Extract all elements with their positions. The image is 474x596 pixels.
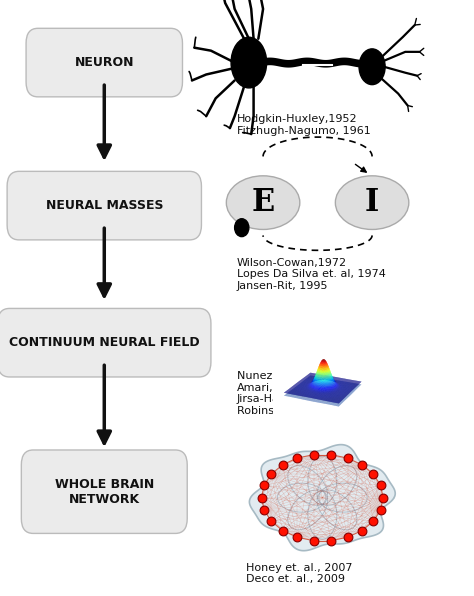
Point <box>370 516 377 526</box>
Point <box>258 493 265 502</box>
Point <box>310 450 318 460</box>
Point <box>358 460 366 470</box>
Text: WHOLE BRAIN
NETWORK: WHOLE BRAIN NETWORK <box>55 478 154 505</box>
Polygon shape <box>249 445 395 551</box>
Point <box>327 450 335 460</box>
Point <box>370 470 377 479</box>
Ellipse shape <box>359 49 385 85</box>
Text: E: E <box>251 187 275 218</box>
FancyBboxPatch shape <box>26 28 182 97</box>
FancyBboxPatch shape <box>0 309 211 377</box>
Point <box>260 480 268 490</box>
Ellipse shape <box>336 176 409 229</box>
FancyBboxPatch shape <box>21 450 187 533</box>
Point <box>279 526 286 535</box>
Text: Honey et. al., 2007
Deco et. al., 2009: Honey et. al., 2007 Deco et. al., 2009 <box>246 563 353 584</box>
Text: I: I <box>365 187 379 218</box>
Point <box>260 505 268 515</box>
Point <box>279 460 286 470</box>
Point <box>344 532 351 542</box>
Ellipse shape <box>231 37 266 88</box>
Point <box>293 454 301 463</box>
Text: NEURAL MASSES: NEURAL MASSES <box>46 199 163 212</box>
Ellipse shape <box>227 176 300 229</box>
Point <box>267 470 275 479</box>
Point <box>377 480 384 490</box>
Point <box>310 536 318 545</box>
Text: NEURON: NEURON <box>74 56 134 69</box>
Text: Nunez, 1974
Amari,1975
Jirsa-Haken, 1996
Robinson et. al, 1997: Nunez, 1974 Amari,1975 Jirsa-Haken, 1996… <box>237 371 355 416</box>
Point <box>344 454 351 463</box>
Point <box>358 526 366 535</box>
Text: Wilson-Cowan,1972
Lopes Da Silva et. al, 1974
Jansen-Rit, 1995: Wilson-Cowan,1972 Lopes Da Silva et. al,… <box>237 257 386 291</box>
Circle shape <box>235 219 249 237</box>
Point <box>267 516 275 526</box>
Point <box>327 536 335 545</box>
Point <box>379 493 387 502</box>
Text: Hodgkin-Huxley,1952
Fitzhugh-Nagumo, 1961: Hodgkin-Huxley,1952 Fitzhugh-Nagumo, 196… <box>237 114 371 136</box>
Text: CONTINUUM NEURAL FIELD: CONTINUUM NEURAL FIELD <box>9 336 200 349</box>
Point <box>377 505 384 515</box>
Point <box>293 532 301 542</box>
FancyBboxPatch shape <box>7 172 201 240</box>
